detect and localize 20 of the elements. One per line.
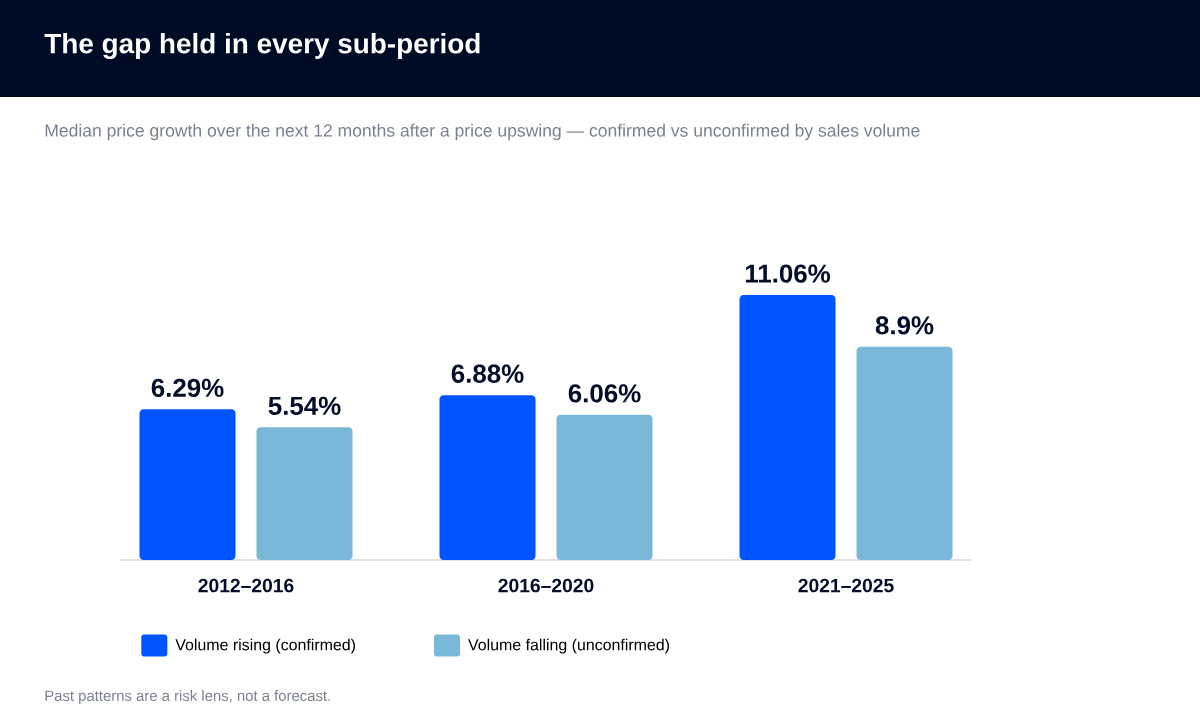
chart-title: The gap held in every sub-period bbox=[44, 32, 480, 60]
bar bbox=[856, 346, 953, 561]
bar bbox=[439, 395, 536, 561]
data-label: 6.29% bbox=[151, 378, 224, 398]
data-label: 8.9% bbox=[875, 316, 934, 335]
data-label: 6.88% bbox=[451, 364, 524, 383]
bar bbox=[139, 409, 236, 561]
bar bbox=[556, 414, 653, 561]
legend-label: Volume falling (unconfirmed) bbox=[468, 638, 669, 654]
data-label: 5.54% bbox=[268, 396, 341, 415]
bar bbox=[256, 427, 353, 561]
x-tick-label: 2012–2016 bbox=[198, 578, 294, 593]
data-label: 11.06% bbox=[745, 264, 831, 283]
data-label: 6.06% bbox=[568, 384, 641, 403]
chart-subtitle: Median price growth over the next 12 months after a price upswing — confirmed vs unconfirmed by sales volume bbox=[45, 123, 920, 141]
x-tick-label: 2016–2020 bbox=[498, 578, 594, 593]
bar bbox=[739, 295, 836, 561]
x-tick-label: 2021–2025 bbox=[798, 578, 894, 593]
text: Past patterns are a risk lens, not a forecast. bbox=[45, 690, 330, 704]
legend-label: Volume rising (confirmed) bbox=[175, 638, 355, 654]
